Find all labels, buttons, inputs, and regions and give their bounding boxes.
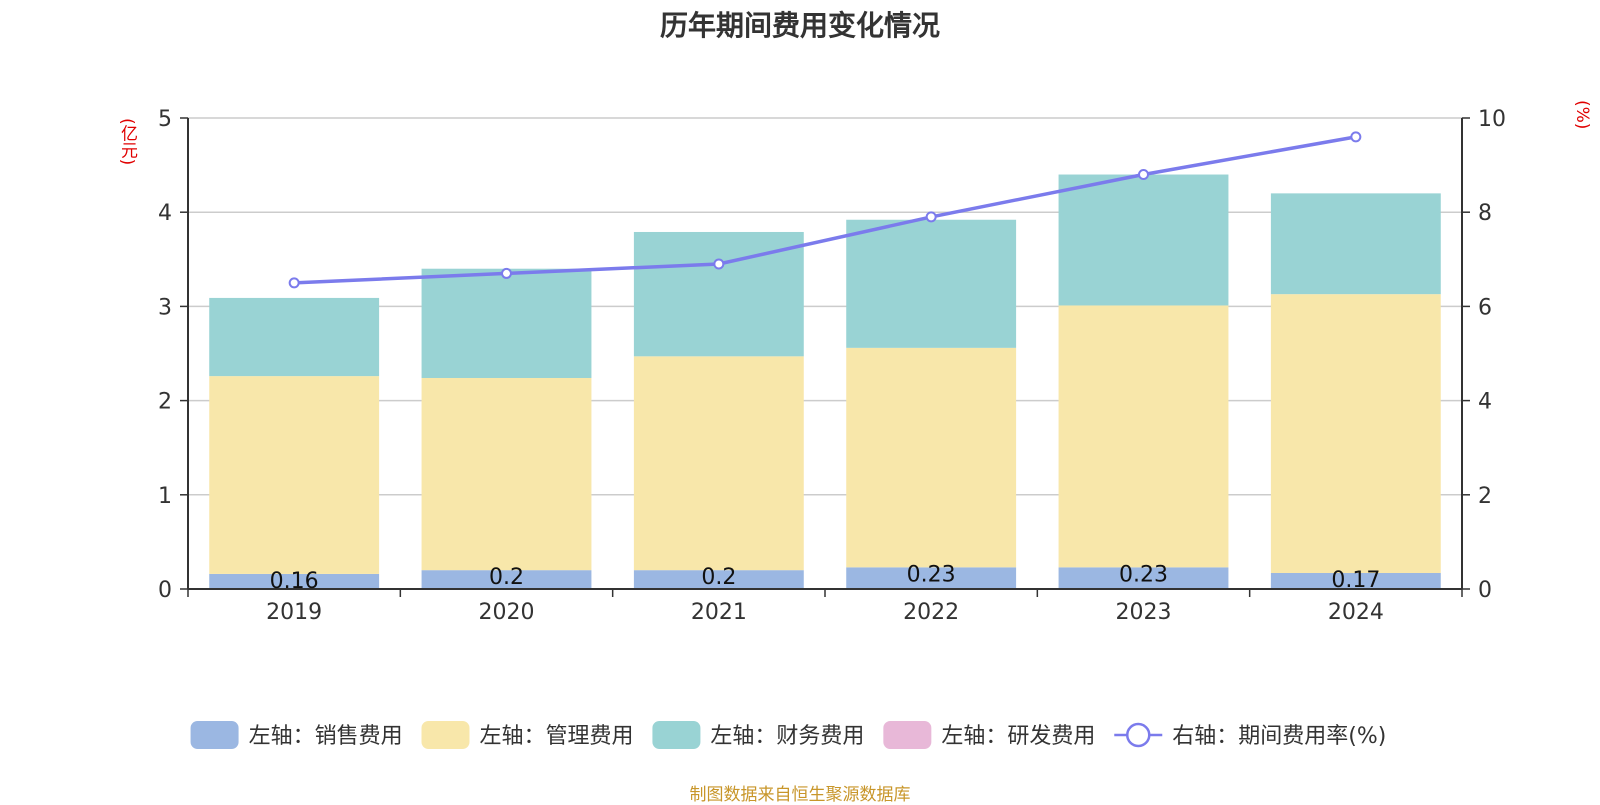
- legend-item-2[interactable]: 左轴：财务费用: [652, 721, 864, 749]
- legend-swatch: [883, 721, 932, 749]
- bar-segment-0[interactable]: [846, 567, 1017, 589]
- right-axis-tick-label: 4: [1478, 390, 1492, 415]
- x-axis-tick-label: 2019: [266, 600, 322, 625]
- legend-label: 左轴：销售费用: [249, 724, 403, 749]
- bar-value-label: 0.23: [1119, 562, 1168, 587]
- legend-swatch: [652, 721, 701, 749]
- legend-item-3[interactable]: 左轴：研发费用: [883, 721, 1095, 749]
- bar-segment-0[interactable]: [633, 570, 804, 589]
- bar-value-label: 0.17: [1331, 568, 1380, 593]
- bar-segment-0[interactable]: [209, 573, 380, 589]
- expense-rate-point[interactable]: [1350, 131, 1362, 143]
- expense-rate-line: [294, 135, 1357, 285]
- bar-segment-1[interactable]: [633, 356, 804, 571]
- legend-label: 左轴：研发费用: [941, 724, 1095, 749]
- bar-segment-2[interactable]: [209, 297, 380, 377]
- bar-segment-1[interactable]: [1270, 294, 1441, 573]
- bar-segment-2[interactable]: [1058, 174, 1229, 306]
- bar-segment-0[interactable]: [1270, 572, 1441, 589]
- expense-rate-point[interactable]: [501, 267, 512, 279]
- bar-segment-1[interactable]: [1058, 305, 1229, 568]
- axes: 0 1 2 3 4 5 0 2 4 6 8 10 2019 2020 2021 2022 2023 2024: [158, 107, 1506, 625]
- left-axis-tick-label: 5: [158, 107, 172, 132]
- expense-rate-point[interactable]: [713, 258, 725, 270]
- legend-swatch: [190, 721, 239, 749]
- grid-lines: [188, 117, 1462, 496]
- bar-value-label: 0.23: [907, 562, 956, 587]
- bar-segment-1[interactable]: [846, 347, 1017, 568]
- legend-label: 左轴：管理费用: [480, 724, 634, 749]
- legend-label: 左轴：财务费用: [710, 724, 864, 749]
- bar-value-label: 0.16: [270, 569, 319, 594]
- legend-label: 右轴：期间费用率(%): [1172, 724, 1386, 749]
- x-axis-tick-label: 2020: [479, 600, 535, 625]
- legend-item-4[interactable]: 右轴：期间费用率(%): [1114, 722, 1386, 749]
- legend-marker: [1126, 722, 1151, 748]
- bar-segment-1[interactable]: [421, 377, 592, 571]
- bar-segment-2[interactable]: [1270, 193, 1441, 295]
- data-labels: 0.16 0.2 0.2 0.23 0.23 0.17: [270, 562, 1381, 594]
- x-axis-tick-label: 2022: [903, 600, 959, 625]
- left-axis-tick-label: 2: [158, 390, 172, 415]
- right-axis-tick-label: 6: [1478, 295, 1492, 320]
- bar-segment-1[interactable]: [209, 376, 380, 574]
- right-axis-tick-label: 2: [1478, 484, 1492, 509]
- bar-value-label: 0.2: [489, 565, 524, 590]
- expense-rate-point[interactable]: [1138, 169, 1149, 181]
- bar-series: [209, 174, 1441, 589]
- bar-segment-0[interactable]: [421, 570, 592, 589]
- legend-swatch: [421, 721, 470, 749]
- chart-title: 历年期间费用变化情况: [659, 9, 940, 42]
- expense-rate-point[interactable]: [925, 211, 937, 223]
- source-note: 制图数据来自恒生聚源数据库: [689, 785, 911, 805]
- x-axis-tick-label: 2021: [691, 600, 747, 625]
- expense-rate-point[interactable]: [288, 277, 300, 289]
- left-axis-tick-label: 1: [158, 484, 172, 509]
- right-axis-tick-label: 0: [1478, 578, 1492, 603]
- left-axis-tick-label: 0: [158, 578, 172, 603]
- bar-segment-2[interactable]: [846, 219, 1017, 348]
- left-axis-unit: (亿元): [117, 118, 137, 166]
- x-axis-tick-label: 2023: [1116, 600, 1172, 625]
- bar-value-label: 0.2: [701, 565, 736, 590]
- bar-segment-0[interactable]: [1058, 567, 1229, 589]
- line-series: [288, 131, 1362, 289]
- legend-item-1[interactable]: 左轴：管理费用: [421, 721, 634, 749]
- left-axis-tick-label: 3: [158, 295, 172, 320]
- legend-item-0[interactable]: 左轴：销售费用: [190, 721, 403, 749]
- right-axis-unit: (%): [1572, 100, 1592, 130]
- right-axis-tick-label: 10: [1478, 107, 1506, 132]
- bar-segment-2[interactable]: [421, 268, 592, 378]
- right-axis-tick-label: 8: [1478, 201, 1492, 226]
- x-axis-tick-label: 2024: [1328, 600, 1384, 625]
- legend[interactable]: 左轴：销售费用 左轴：管理费用 左轴：财务费用 左轴：研发费用 右轴：期间费用率(%): [190, 721, 1387, 749]
- left-axis-tick-label: 4: [158, 201, 172, 226]
